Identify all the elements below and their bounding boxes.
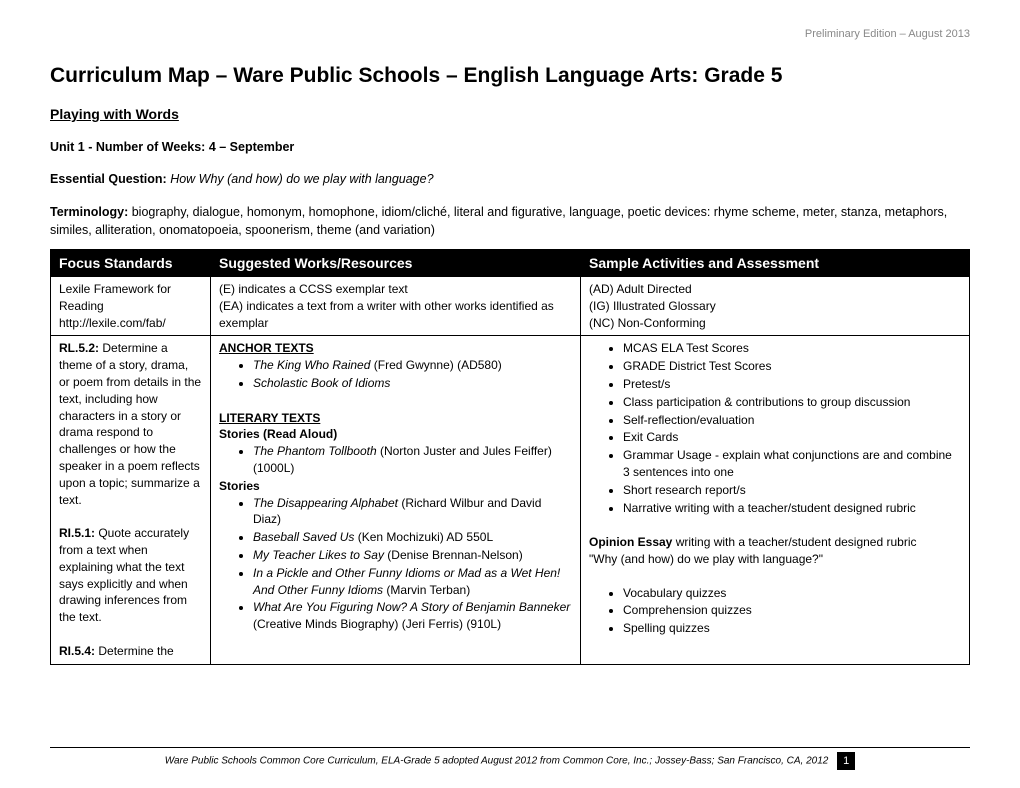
work-title: The King Who Rained: [253, 358, 370, 372]
work-title: The Phantom Tollbooth: [253, 444, 377, 458]
literary-head: LITERARY TEXTS: [219, 410, 572, 427]
anchor-list: The King Who Rained (Fred Gwynne) (AD580…: [219, 357, 572, 392]
stories-list: The Disappearing Alphabet (Richard Wilbu…: [219, 495, 572, 633]
essential-question: Essential Question: How Why (and how) do…: [50, 172, 970, 186]
curriculum-table: Focus Standards Suggested Works/Resource…: [50, 249, 970, 665]
list-item: Class participation & contributions to g…: [623, 394, 961, 411]
list-item: Vocabulary quizzes: [623, 585, 961, 602]
stories-label: Stories: [219, 478, 572, 495]
work-meta: (Marvin Terban): [383, 583, 470, 597]
anchor-head: ANCHOR TEXTS: [219, 340, 572, 357]
legend-text: (NC) Non-Conforming: [589, 316, 706, 330]
standard-text: Determine a theme of a story, drama, or …: [59, 341, 201, 506]
stories-read-aloud: Stories (Read Aloud): [219, 426, 572, 443]
work-title: What Are You Figuring Now? A Story of Be…: [253, 600, 570, 614]
work-meta: (Denise Brennan-Nelson): [384, 548, 523, 562]
legend-row: Lexile Framework for Reading http://lexi…: [51, 277, 970, 336]
standard-text: Determine the: [95, 644, 174, 658]
work-title: Scholastic Book of Idioms: [253, 376, 390, 390]
eq-rest: Why (and how) do we play with language?: [199, 172, 434, 186]
list-item: In a Pickle and Other Funny Idioms or Ma…: [253, 565, 572, 599]
legend-col3: (AD) Adult Directed (IG) Illustrated Glo…: [581, 277, 970, 336]
th-works-resources: Suggested Works/Resources: [211, 250, 581, 277]
terminology: Terminology: biography, dialogue, homony…: [50, 204, 970, 239]
activities-list-2: Vocabulary quizzesComprehension quizzesS…: [589, 585, 961, 637]
unit-subtitle: Playing with Words: [50, 106, 970, 122]
opinion-question: "Why (and how) do we play with language?…: [589, 551, 961, 568]
list-item: The King Who Rained (Fred Gwynne) (AD580…: [253, 357, 572, 374]
legend-text: (EA) indicates a text from a writer with…: [219, 299, 554, 330]
list-item: Scholastic Book of Idioms: [253, 375, 572, 392]
opinion-essay: Opinion Essay writing with a teacher/stu…: [589, 534, 961, 551]
list-item: Narrative writing with a teacher/student…: [623, 500, 961, 517]
th-focus-standards: Focus Standards: [51, 250, 211, 277]
work-title: The Disappearing Alphabet: [253, 496, 398, 510]
list-item: Pretest/s: [623, 376, 961, 393]
list-item: The Disappearing Alphabet (Richard Wilbu…: [253, 495, 572, 529]
page-number: 1: [837, 752, 855, 770]
list-item: Self-reflection/evaluation: [623, 412, 961, 429]
legend-col1: Lexile Framework for Reading http://lexi…: [51, 277, 211, 336]
main-title: Curriculum Map – Ware Public Schools – E…: [50, 64, 970, 88]
list-item: Spelling quizzes: [623, 620, 961, 637]
legend-text: (E) indicates a CCSS exemplar text: [219, 282, 408, 296]
list-item: My Teacher Likes to Say (Denise Brennan-…: [253, 547, 572, 564]
list-item: Exit Cards: [623, 429, 961, 446]
legend-text: Lexile Framework for Reading: [59, 282, 171, 313]
list-item: Grammar Usage - explain what conjunction…: [623, 447, 961, 481]
work-title: My Teacher Likes to Say: [253, 548, 384, 562]
list-item: Short research report/s: [623, 482, 961, 499]
eq-how: How: [170, 172, 198, 186]
legend-col2: (E) indicates a CCSS exemplar text (EA) …: [211, 277, 581, 336]
list-item: Baseball Saved Us (Ken Mochizuki) AD 550…: [253, 529, 572, 546]
page-footer: Ware Public Schools Common Core Curricul…: [50, 747, 970, 770]
standard-code: RI.5.1:: [59, 526, 95, 540]
work-meta: (Fred Gwynne) (AD580): [370, 358, 501, 372]
body-row: RL.5.2: Determine a theme of a story, dr…: [51, 336, 970, 664]
unit-line: Unit 1 - Number of Weeks: 4 – September: [50, 140, 970, 154]
opinion-rest: writing with a teacher/student designed …: [672, 535, 916, 549]
th-activities: Sample Activities and Assessment: [581, 250, 970, 277]
list-item: What Are You Figuring Now? A Story of Be…: [253, 599, 572, 633]
work-title: Baseball Saved Us: [253, 530, 354, 544]
standard-code: RI.5.4:: [59, 644, 95, 658]
standards-cell: RL.5.2: Determine a theme of a story, dr…: [51, 336, 211, 664]
header-note: Preliminary Edition – August 2013: [50, 28, 970, 40]
term-text: biography, dialogue, homonym, homophone,…: [50, 205, 947, 237]
opinion-label: Opinion Essay: [589, 535, 672, 549]
works-cell: ANCHOR TEXTS The King Who Rained (Fred G…: [211, 336, 581, 664]
list-item: MCAS ELA Test Scores: [623, 340, 961, 357]
standard-code: RL.5.2:: [59, 341, 99, 355]
table-header-row: Focus Standards Suggested Works/Resource…: [51, 250, 970, 277]
activities-cell: MCAS ELA Test ScoresGRADE District Test …: [581, 336, 970, 664]
work-meta: (Ken Mochizuki) AD 550L: [354, 530, 493, 544]
work-meta: (Creative Minds Biography) (Jeri Ferris)…: [253, 617, 501, 631]
standard-text: Quote accurately from a text when explai…: [59, 526, 189, 624]
list-item: Comprehension quizzes: [623, 602, 961, 619]
eq-label: Essential Question:: [50, 172, 167, 186]
footer-text: Ware Public Schools Common Core Curricul…: [165, 756, 829, 767]
term-label: Terminology:: [50, 205, 128, 219]
legend-text: (AD) Adult Directed: [589, 282, 692, 296]
list-item: GRADE District Test Scores: [623, 358, 961, 375]
legend-link: http://lexile.com/fab/: [59, 316, 166, 330]
activities-list-1: MCAS ELA Test ScoresGRADE District Test …: [589, 340, 961, 516]
ra-list: The Phantom Tollbooth (Norton Juster and…: [219, 443, 572, 477]
list-item: The Phantom Tollbooth (Norton Juster and…: [253, 443, 572, 477]
legend-text: (IG) Illustrated Glossary: [589, 299, 716, 313]
